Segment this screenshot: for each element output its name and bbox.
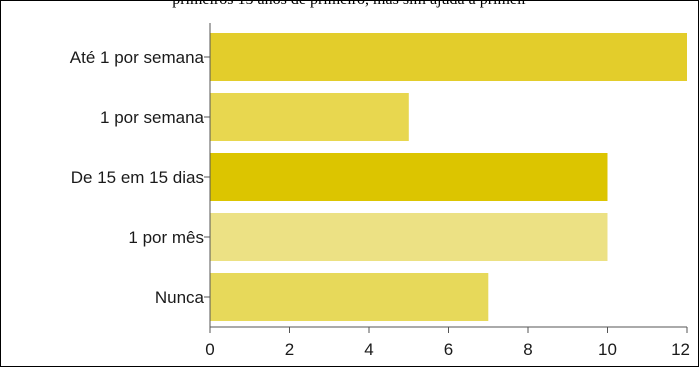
category-label: Nunca <box>155 288 205 307</box>
x-tick-label: 10 <box>598 340 617 359</box>
bar-2 <box>210 93 409 141</box>
x-tick-label: 2 <box>285 340 294 359</box>
category-label: 1 por mês <box>128 228 204 247</box>
bars-layer <box>210 33 687 321</box>
bar-3 <box>210 153 608 201</box>
category-label: 1 por semana <box>100 108 204 127</box>
bar-1 <box>210 33 687 81</box>
x-tick-label: 8 <box>523 340 532 359</box>
x-tick-label: 6 <box>444 340 453 359</box>
x-tick-label: 12 <box>671 340 690 359</box>
category-label: De 15 em 15 dias <box>71 168 204 187</box>
cropped-header-text: primeiros 15 anos de primeiro, mas sim a… <box>0 0 699 11</box>
axes-layer <box>204 23 688 333</box>
x-tick-label: 0 <box>205 340 214 359</box>
category-label: Até 1 por semana <box>70 48 205 67</box>
bar-4 <box>210 213 608 261</box>
labels-layer: Até 1 por semana 1 por semana De 15 em 15 … <box>70 48 690 359</box>
x-tick-label: 4 <box>364 340 373 359</box>
bar-5 <box>210 273 489 321</box>
